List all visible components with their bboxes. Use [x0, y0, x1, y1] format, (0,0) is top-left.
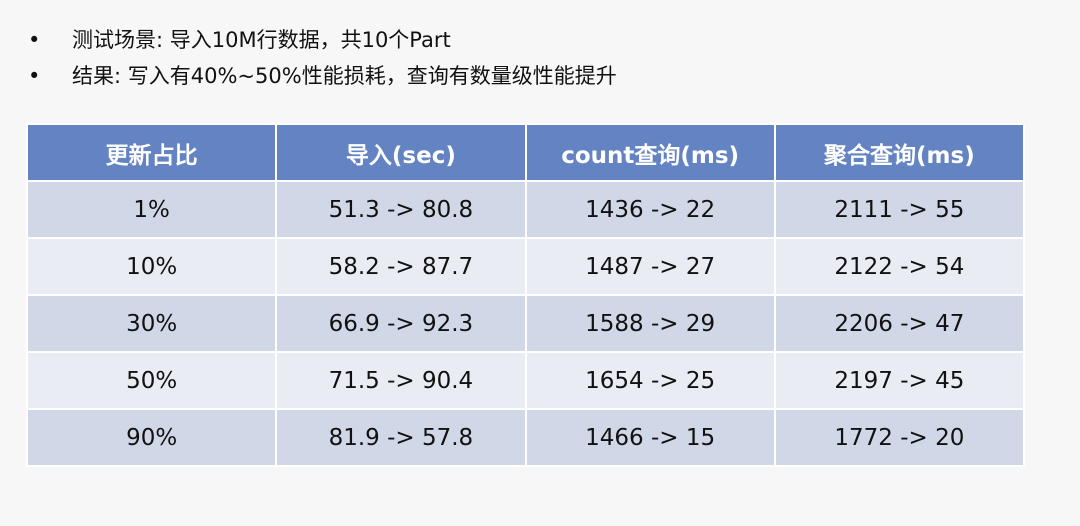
- table-cell: 1%: [25, 180, 278, 239]
- table-cell: 51.3 -> 80.8: [275, 180, 527, 239]
- table-row: 90% 81.9 -> 57.8 1466 -> 15 1772 -> 20: [25, 408, 1026, 467]
- header-cell: count查询(ms): [524, 123, 776, 182]
- header-cell: 聚合查询(ms): [773, 123, 1026, 182]
- header-cell: 更新占比: [25, 123, 278, 182]
- table-cell: 1588 -> 29: [524, 294, 776, 353]
- header-cell: 导入(sec): [275, 123, 527, 182]
- table-row: 10% 58.2 -> 87.7 1487 -> 27 2122 -> 54: [25, 237, 1026, 296]
- table-body: 1% 51.3 -> 80.8 1436 -> 22 2111 -> 55 10% 58.…: [25, 180, 1026, 467]
- bullet-item: 测试场景: 导入10M行数据，共10个Part: [28, 22, 617, 58]
- table-cell: 30%: [25, 294, 278, 353]
- table-cell: 1654 -> 25: [524, 351, 776, 410]
- table-cell: 50%: [25, 351, 278, 410]
- table-row: 1% 51.3 -> 80.8 1436 -> 22 2111 -> 55: [25, 180, 1026, 239]
- table-cell: 1772 -> 20: [773, 408, 1026, 467]
- table-cell: 2111 -> 55: [773, 180, 1026, 239]
- table-cell: 71.5 -> 90.4: [275, 351, 527, 410]
- table-row: 30% 66.9 -> 92.3 1588 -> 29 2206 -> 47: [25, 294, 1026, 353]
- table-cell: 58.2 -> 87.7: [275, 237, 527, 296]
- table-cell: 2122 -> 54: [773, 237, 1026, 296]
- bullet-list: 测试场景: 导入10M行数据，共10个Part结果: 写入有40%~50%性能损…: [28, 22, 617, 94]
- table-cell: 10%: [25, 237, 278, 296]
- table-cell: 66.9 -> 92.3: [275, 294, 527, 353]
- table-cell: 90%: [25, 408, 278, 467]
- table-cell: 2206 -> 47: [773, 294, 1026, 353]
- results-table: 更新占比 导入(sec) count查询(ms) 聚合查询(ms) 1% 51.3 ->…: [25, 123, 1026, 467]
- bullet-item: 结果: 写入有40%~50%性能损耗，查询有数量级性能提升: [28, 58, 617, 94]
- header-row: 更新占比 导入(sec) count查询(ms) 聚合查询(ms): [25, 123, 1026, 182]
- table-cell: 2197 -> 45: [773, 351, 1026, 410]
- table-cell: 81.9 -> 57.8: [275, 408, 527, 467]
- table-row: 50% 71.5 -> 90.4 1654 -> 25 2197 -> 45: [25, 351, 1026, 410]
- table-cell: 1466 -> 15: [524, 408, 776, 467]
- table-cell: 1487 -> 27: [524, 237, 776, 296]
- table-cell: 1436 -> 22: [524, 180, 776, 239]
